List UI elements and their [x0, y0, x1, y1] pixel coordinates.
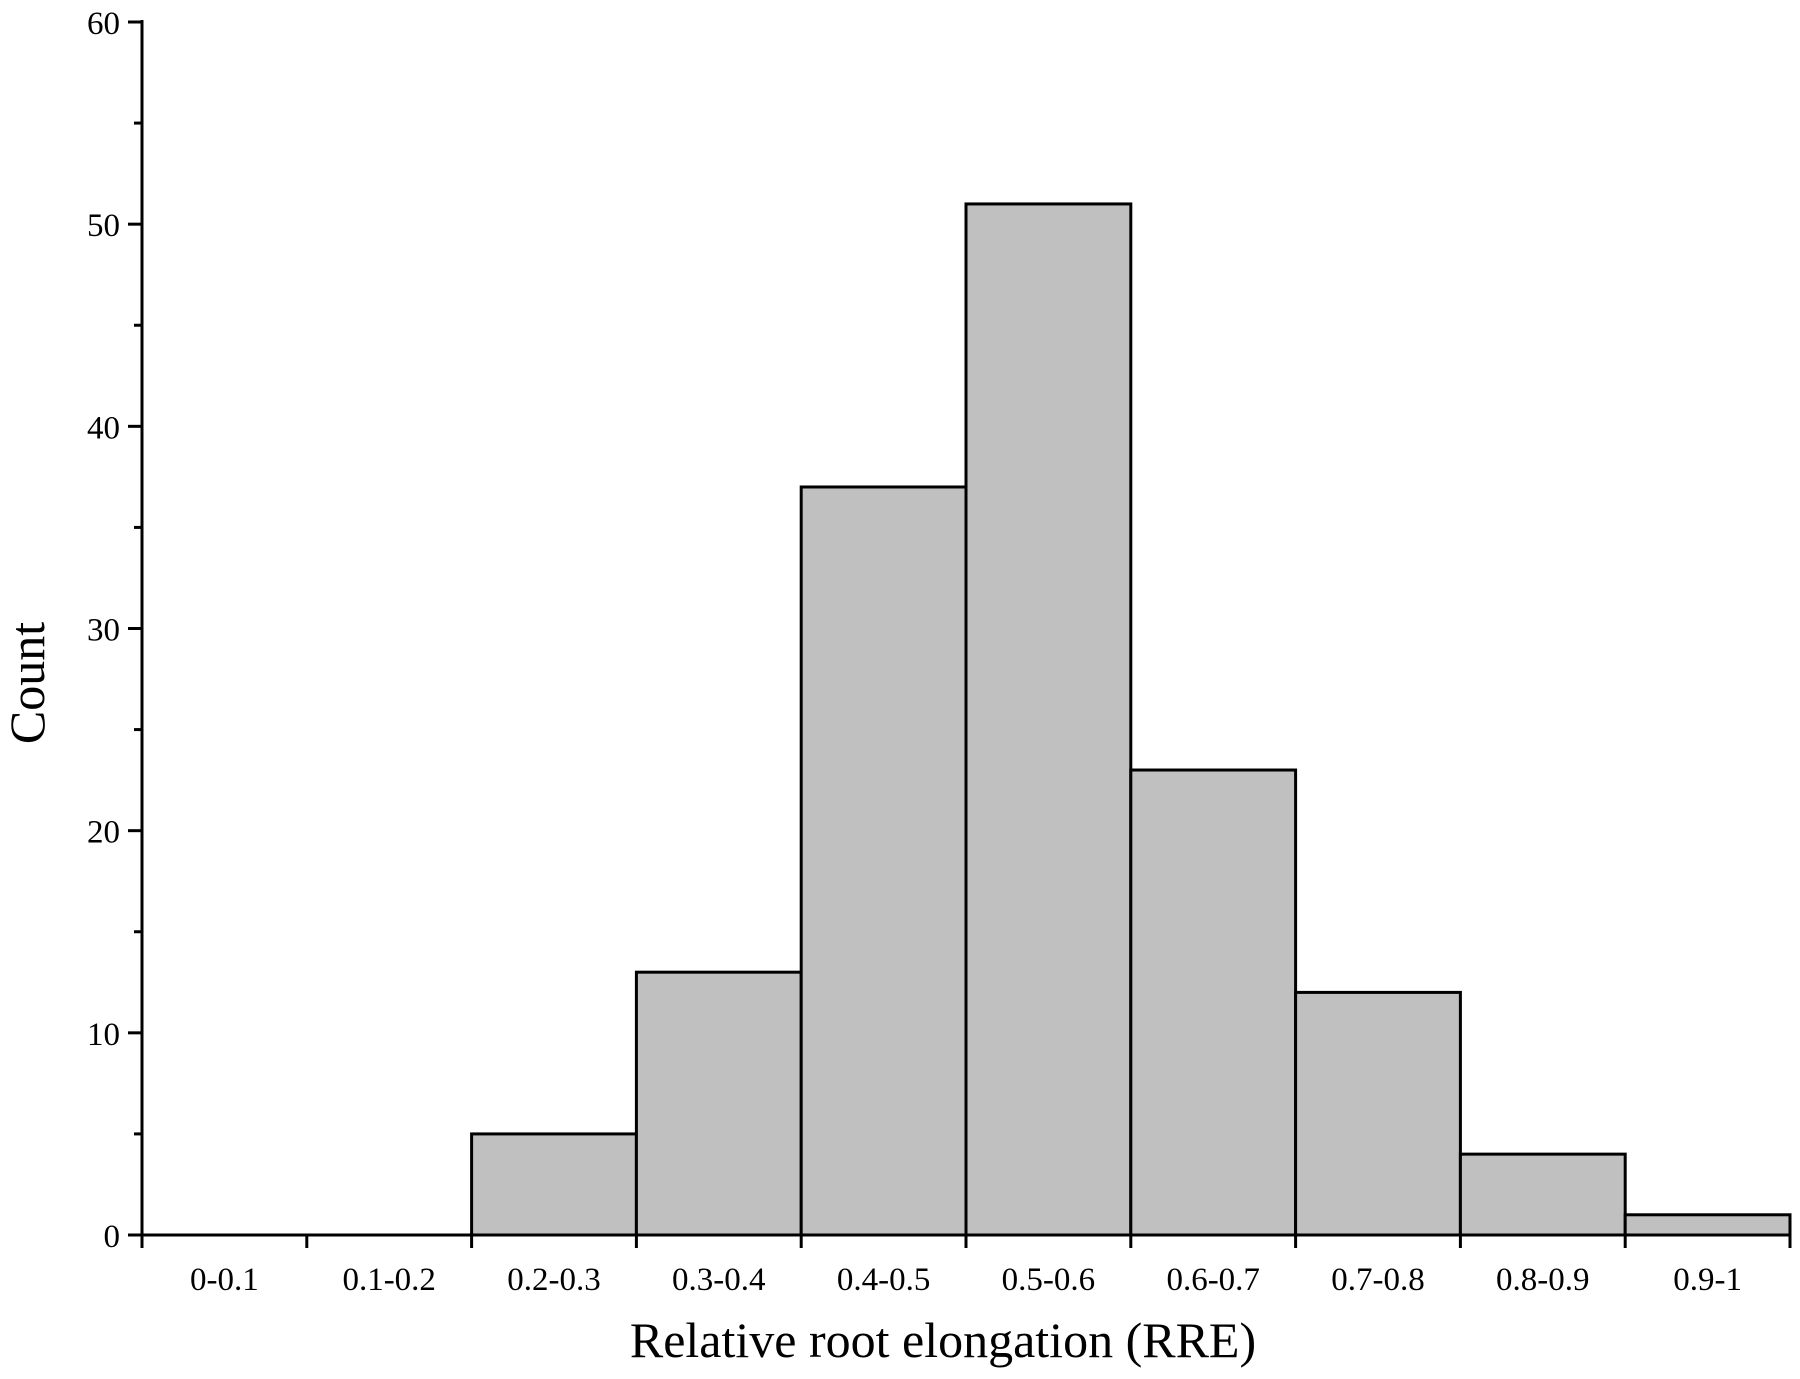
- axes-layer: [128, 20, 1792, 1248]
- x-axis-title: Relative root elongation (RRE): [630, 1312, 1256, 1368]
- x-tick-label: 0.6-0.7: [1166, 1262, 1260, 1298]
- bar-0.9-1: [1623, 1213, 1792, 1237]
- y-tick-label: 20: [87, 815, 120, 851]
- y-tick-label: 0: [104, 1219, 121, 1255]
- bar-0.2-0.3: [470, 1132, 638, 1237]
- y-tick-label: 50: [87, 208, 120, 244]
- bar-0.8-0.9: [1458, 1152, 1627, 1237]
- labels-layer: 0 10 20 30 40 50 60 0-0.1 0.1-0.2 0.2-0.3 0.3-0.4 0…: [87, 6, 1742, 1298]
- bar-0.3-0.4: [634, 970, 803, 1237]
- x-tick-label: 0.3-0.4: [672, 1262, 766, 1298]
- bars-layer: [470, 202, 1792, 1237]
- x-tick-label: 0-0.1: [190, 1262, 259, 1298]
- y-tick-label: 10: [87, 1017, 120, 1053]
- bar-0.4-0.5: [799, 485, 968, 1237]
- x-tick-label: 0.1-0.2: [342, 1262, 436, 1298]
- bar-0.5-0.6: [964, 202, 1133, 1237]
- x-tick-label: 0.5-0.6: [1002, 1262, 1096, 1298]
- x-tick-label: 0.4-0.5: [837, 1262, 931, 1298]
- x-tick-label: 0.9-1: [1673, 1262, 1742, 1298]
- x-tick-label: 0.8-0.9: [1496, 1262, 1590, 1298]
- y-axis-title: Count: [0, 622, 55, 744]
- bar-0.6-0.7: [1129, 768, 1298, 1237]
- x-tick-label: 0.7-0.8: [1331, 1262, 1425, 1298]
- y-tick-label: 30: [87, 613, 120, 649]
- bar-0.7-0.8: [1294, 990, 1462, 1237]
- y-tick-label: 40: [87, 410, 120, 446]
- y-tick-label: 60: [87, 6, 120, 42]
- x-tick-label: 0.2-0.3: [507, 1262, 601, 1298]
